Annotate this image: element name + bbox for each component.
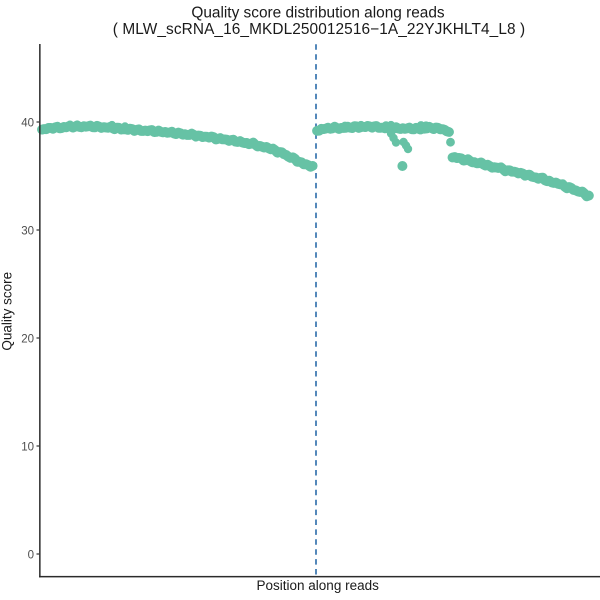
svg-text:( MLW_scRNA_16_MKDL250012516−1: ( MLW_scRNA_16_MKDL250012516−1A_22YJKHLT… <box>113 21 526 38</box>
svg-text:20: 20 <box>21 334 34 346</box>
svg-text:0: 0 <box>28 550 34 562</box>
svg-text:10: 10 <box>21 442 34 454</box>
svg-text:Position along reads: Position along reads <box>257 578 380 593</box>
svg-text:Quality score distribution alo: Quality score distribution along reads <box>191 4 445 21</box>
svg-text:40: 40 <box>21 118 34 130</box>
svg-text:Quality score: Quality score <box>0 272 14 351</box>
svg-text:30: 30 <box>21 226 34 238</box>
